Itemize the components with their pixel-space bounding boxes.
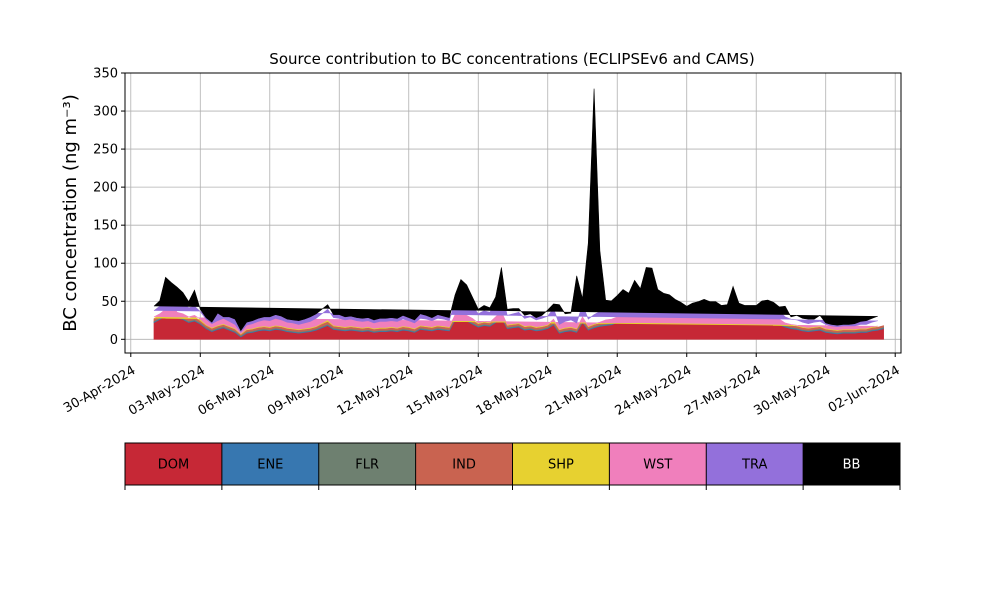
legend-label-tra: TRA	[741, 458, 767, 473]
y-axis-label: BC concentration (ng m⁻³)	[60, 94, 81, 332]
stacked-areas	[153, 88, 884, 340]
x-tick-label: 30-May-2024	[752, 363, 834, 419]
x-tick-label: 09-May-2024	[265, 363, 347, 419]
y-tick-label: 350	[93, 67, 118, 82]
x-tick-label: 06-May-2024	[196, 363, 278, 419]
x-tick-label: 24-May-2024	[613, 363, 695, 419]
x-tick-label: 15-May-2024	[404, 363, 486, 419]
y-tick-label: 300	[93, 105, 118, 120]
plot-frame	[124, 72, 902, 354]
y-axis-ticks: 0 50 100 150 200 250 300 350	[93, 67, 125, 348]
chart-title: Source contribution to BC concentrations…	[269, 50, 754, 68]
legend-colorbar: DOM ENE FLR IND SHP WST TRA BB	[124, 442, 901, 490]
grid	[125, 72, 901, 353]
legend-label-ind: IND	[452, 458, 476, 473]
legend-swatch-bb	[803, 443, 900, 485]
legend-swatch-tra	[706, 443, 804, 485]
legend-swatch-shp	[512, 443, 610, 485]
legend-swatch-wst	[609, 443, 707, 485]
x-axis-ticks: 30-Apr-202403-May-202406-May-202409-May-…	[61, 353, 903, 419]
x-tick-label: 12-May-2024	[335, 363, 417, 419]
area-series-bb	[153, 88, 878, 332]
x-tick-label: 03-May-2024	[126, 363, 208, 419]
y-tick-label: 100	[93, 257, 118, 272]
y-tick-label: 250	[93, 143, 118, 158]
x-tick-label: 02-Jun-2024	[826, 363, 903, 416]
legend-label-flr: FLR	[355, 458, 379, 473]
x-tick-label: 21-May-2024	[543, 363, 625, 419]
legend-swatch-flr	[318, 443, 416, 485]
y-tick-label: 0	[110, 333, 118, 348]
legend-frame	[124, 442, 901, 486]
legend-label-shp: SHP	[548, 458, 574, 473]
x-tick-label: 18-May-2024	[474, 363, 556, 419]
legend-swatch-ind	[415, 443, 513, 485]
y-tick-label: 200	[93, 181, 118, 196]
legend-label-dom: DOM	[158, 458, 189, 473]
y-tick-label: 50	[101, 295, 118, 310]
x-tick-label: 27-May-2024	[682, 363, 764, 419]
legend-label-ene: ENE	[257, 458, 283, 473]
legend-label-bb: BB	[843, 458, 861, 473]
legend-label-wst: WST	[643, 458, 672, 473]
y-tick-label: 150	[93, 219, 118, 234]
area-series-ind	[153, 305, 884, 336]
legend-swatch-ene	[221, 443, 319, 485]
legend-swatch-dom	[125, 443, 222, 485]
